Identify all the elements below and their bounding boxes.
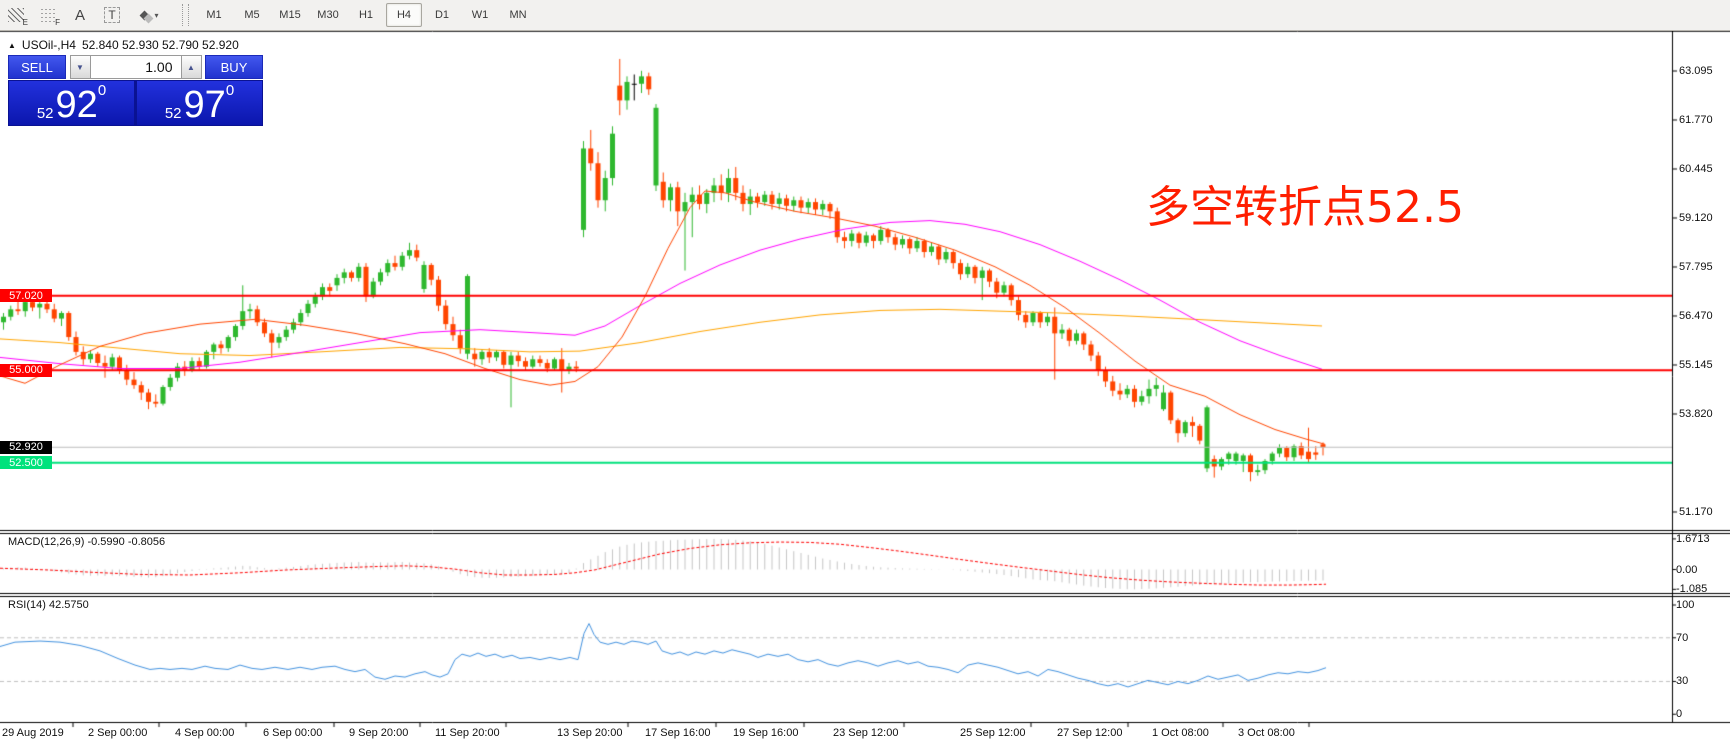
sell-price-small: 52 (36, 105, 54, 122)
price-axis-label: 55.145 (1679, 358, 1713, 371)
one-click-trading-panel: SELL ▼ ▲ BUY 52 92 0 52 97 0 (8, 55, 263, 126)
symbol-period-label: USOil-,H4 (21, 38, 76, 52)
shapes-tool-button[interactable]: ▾ (129, 2, 171, 28)
timeframe-button-m5[interactable]: M5 (244, 9, 260, 21)
timeframe-button-m30[interactable]: M30 (317, 9, 339, 21)
price-axis-label: 56.470 (1679, 309, 1713, 322)
volume-decrease-button[interactable]: ▼ (69, 55, 91, 79)
buy-price-small: 52 (164, 105, 182, 122)
hatch-pattern-icon (8, 8, 24, 22)
sell-price-sup: 0 (97, 82, 107, 99)
sell-button[interactable]: SELL (8, 55, 66, 79)
chart-header: ▲ USOil-,H4 52.840 52.930 52.790 52.920 (8, 38, 239, 52)
volume-increase-button[interactable]: ▲ (180, 55, 202, 79)
bid-ask-display: 52 92 0 52 97 0 (8, 80, 263, 126)
rsi-axis-label: 70 (1676, 631, 1689, 644)
price-axis-label: 57.795 (1679, 260, 1713, 273)
date-axis-label: 25 Sep 12:00 (960, 727, 1026, 739)
chart-canvas[interactable] (0, 31, 1730, 747)
chart-window: ▲ USOil-,H4 52.840 52.930 52.790 52.920 … (0, 31, 1730, 747)
date-axis-label: 1 Oct 08:00 (1152, 727, 1209, 739)
price-badge: 52.920 (0, 440, 52, 454)
fibonacci-tool-button[interactable]: F (33, 2, 63, 28)
rsi-indicator-label: RSI(14) 42.5750 (8, 599, 89, 611)
toolbar-separator (182, 4, 189, 26)
date-axis-label: 9 Sep 20:00 (349, 727, 409, 739)
date-axis-label: 27 Sep 12:00 (1057, 727, 1123, 739)
date-axis-label: 3 Oct 08:00 (1238, 727, 1295, 739)
timeframe-group: M1 M5 M15 M30 H1 H4 D1 W1 MN (195, 3, 537, 27)
chart-annotation-text: 多空转折点52.5 (1146, 182, 1464, 233)
price-axis-label: 60.445 (1679, 162, 1713, 175)
buy-price[interactable]: 52 97 0 (137, 81, 262, 125)
text-tool-button[interactable]: A (65, 2, 95, 28)
rsi-axis-label: 30 (1676, 675, 1689, 688)
date-axis-label: 19 Sep 16:00 (733, 727, 799, 739)
date-axis-label: 17 Sep 16:00 (645, 727, 711, 739)
buy-price-big: 97 (183, 84, 226, 126)
ohlc-values: 52.840 52.930 52.790 52.920 (81, 38, 239, 52)
text-tool-icon: A (74, 6, 85, 24)
toolbar: E F A T ▾ M1 M5 M15 M30 H1 H4 D1 W1 MN (0, 0, 1730, 31)
macd-axis-label: 0.00 (1676, 563, 1698, 576)
volume-input[interactable] (90, 55, 181, 79)
tool-sub-label: F (55, 18, 60, 27)
sell-price-big: 92 (55, 84, 98, 126)
date-axis-label: 11 Sep 20:00 (435, 727, 500, 739)
price-axis-label: 51.170 (1679, 505, 1713, 518)
date-axis-label: 2 Sep 00:00 (88, 727, 148, 739)
timeframe-button-m15[interactable]: M15 (279, 9, 301, 21)
text-label-tool-button[interactable]: T (97, 2, 127, 28)
price-axis-label: 59.120 (1679, 211, 1713, 224)
price-badge: 52.500 (0, 456, 52, 470)
date-axis-label: 4 Sep 00:00 (175, 727, 235, 739)
date-axis-label: 29 Aug 2019 (2, 727, 64, 739)
macd-axis-label: -1.085 (1676, 583, 1708, 596)
timeframe-button-h1[interactable]: H1 (358, 9, 374, 21)
price-axis-label: 61.770 (1679, 113, 1713, 126)
text-label-icon: T (104, 7, 120, 23)
buy-button[interactable]: BUY (205, 55, 263, 79)
rsi-axis-label: 100 (1676, 599, 1695, 611)
timeframe-button-d1[interactable]: D1 (434, 9, 450, 21)
fibonacci-grid-icon (40, 8, 56, 22)
timeframe-button-h4[interactable]: H4 (386, 3, 422, 27)
buy-price-sup: 0 (225, 82, 235, 99)
timeframe-button-m1[interactable]: M1 (206, 9, 222, 21)
macd-axis-label: 1.6713 (1676, 532, 1710, 545)
sell-price[interactable]: 52 92 0 (9, 81, 134, 125)
date-axis-label: 13 Sep 20:00 (557, 727, 623, 739)
collapse-triangle-icon[interactable]: ▲ (8, 40, 16, 50)
price-badge: 55.000 (0, 363, 52, 377)
timeframe-button-mn[interactable]: MN (509, 9, 527, 21)
timeframe-button-w1[interactable]: W1 (471, 9, 489, 21)
price-badge: 57.020 (0, 289, 52, 303)
crosshair-pattern-tool-button[interactable]: E (1, 2, 31, 28)
date-axis-label: 23 Sep 12:00 (833, 727, 899, 739)
rsi-axis-label: 0 (1676, 708, 1683, 721)
price-axis-label: 63.095 (1679, 65, 1713, 77)
macd-indicator-label: MACD(12,26,9) -0.5990 -0.8056 (8, 536, 166, 548)
tool-sub-label: E (22, 18, 28, 27)
chevron-down-icon: ▾ (154, 10, 159, 20)
price-divider (134, 81, 137, 125)
date-axis-label: 6 Sep 00:00 (263, 727, 323, 739)
price-axis-label: 53.820 (1679, 407, 1713, 420)
